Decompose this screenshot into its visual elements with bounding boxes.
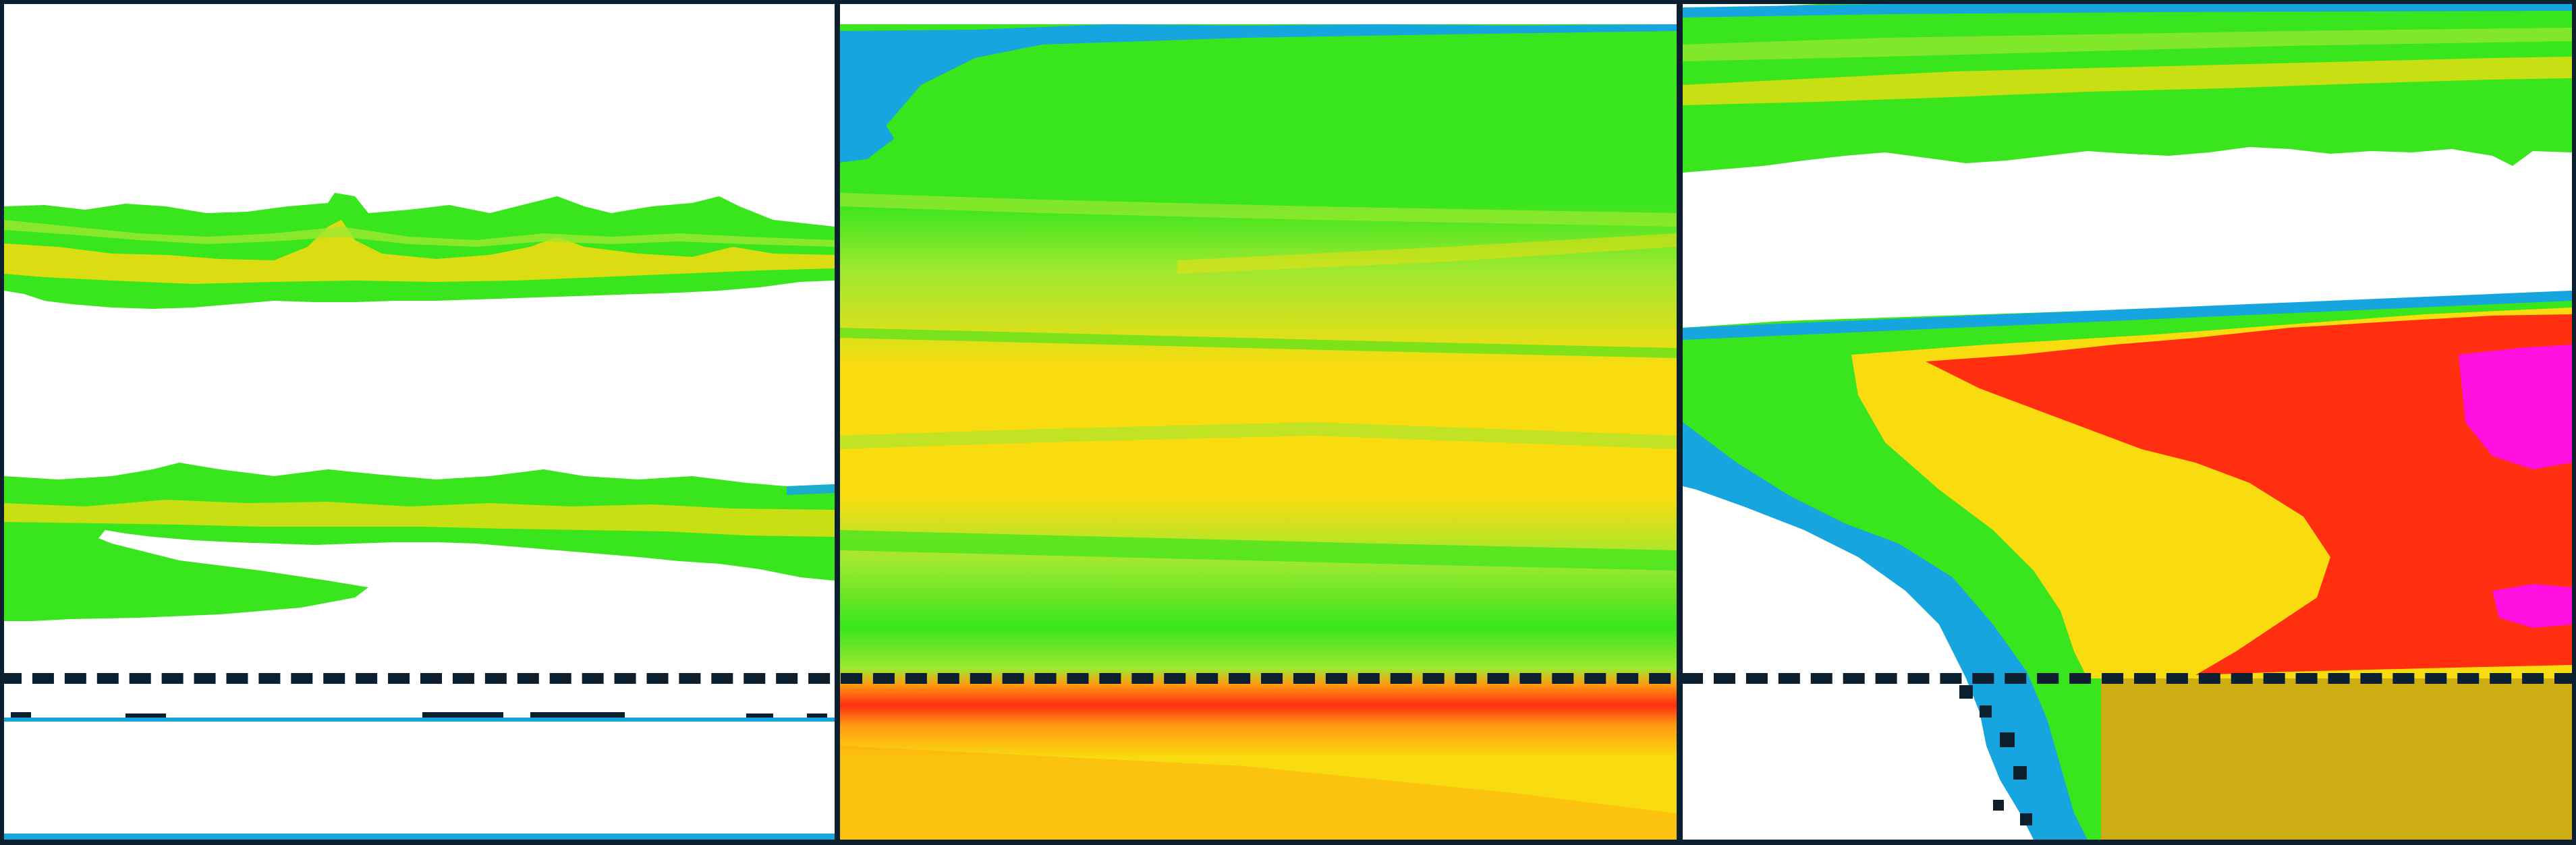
right-dark-specks [1959, 685, 2032, 825]
middle-field-plot [840, 4, 1677, 840]
middle-top-blue-edge [840, 24, 1677, 139]
middle-streak-3 [840, 328, 1677, 358]
left-upper-band-core [4, 220, 835, 284]
middle-streak-1 [840, 193, 1677, 227]
right-top-band-lime [1683, 28, 2572, 61]
left-field-plot [4, 193, 835, 840]
right-magenta-region [2459, 345, 2572, 469]
middle-top-blue-left [840, 112, 894, 163]
right-white-notch [1683, 486, 2034, 840]
right-field-plot [1683, 4, 2572, 840]
panel-right [1683, 4, 2572, 840]
panel-middle [840, 4, 1677, 840]
left-bottom-specks [11, 712, 827, 718]
middle-top-white [840, 4, 1677, 24]
left-lower-band-edge [787, 484, 835, 495]
right-blue-curve [1683, 422, 2088, 840]
left-lower-band-core [4, 500, 835, 537]
right-orange-bottom [2101, 678, 2572, 840]
right-top-band-core [1683, 57, 2572, 105]
right-top-band-blue [1683, 4, 2572, 18]
left-lower-band [4, 463, 835, 621]
left-bottom-strip [4, 718, 835, 722]
middle-streak-6 [840, 746, 1677, 840]
right-blue-edge [1683, 291, 2572, 340]
middle-streak-5 [840, 530, 1677, 571]
left-upper-band [4, 193, 835, 309]
right-red-region [1926, 314, 2572, 675]
middle-streak-4 [840, 422, 1677, 449]
left-bottom-edge [4, 834, 835, 840]
left-upper-band-lime [4, 220, 835, 247]
right-magenta-spot [2492, 584, 2572, 628]
panel-left [4, 4, 835, 840]
middle-streak-2 [1177, 233, 1677, 274]
